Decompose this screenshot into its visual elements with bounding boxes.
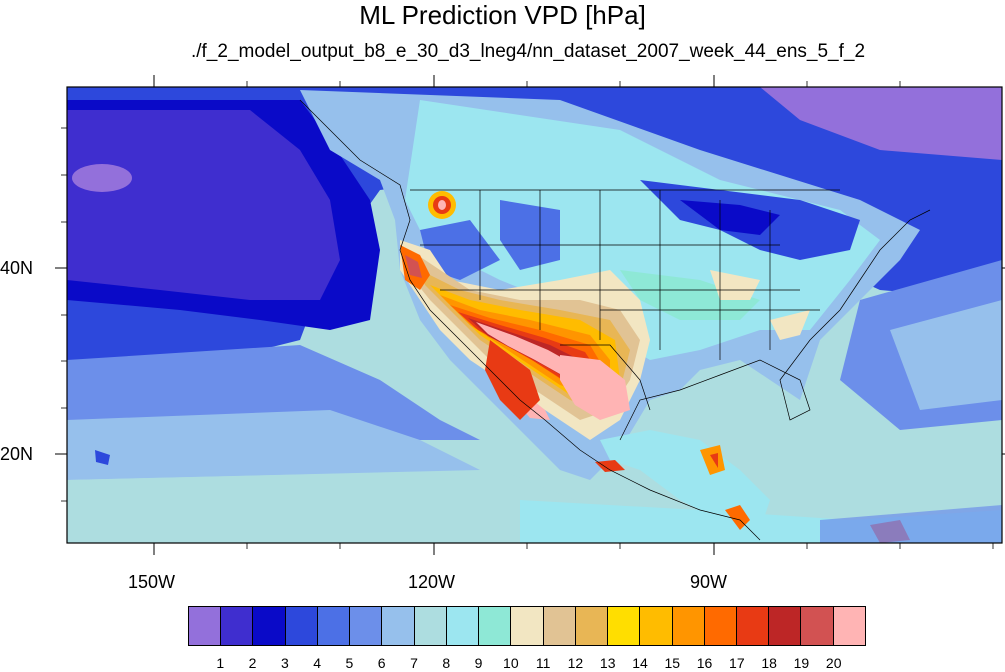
colorbar-swatch	[317, 607, 351, 645]
x-tick-90w: 90W	[690, 572, 728, 592]
colorbar-tick-label: 14	[632, 655, 648, 671]
colorbar-swatch	[382, 607, 415, 645]
colorbar-swatch	[543, 607, 576, 645]
colorbar-tick-label: 4	[313, 655, 322, 671]
colorbar-swatch	[672, 607, 705, 645]
colorbar-swatch	[769, 607, 802, 645]
colorbar-swatch	[189, 607, 222, 645]
colorbar-swatch	[350, 607, 383, 645]
colorbar-swatch	[253, 607, 286, 645]
colorbar-swatch	[575, 607, 609, 645]
colorbar-tick-label: 7	[410, 655, 418, 671]
map-subtitle: ./f_2_model_output_b8_e_30_d3_lneg4/nn_d…	[190, 41, 866, 62]
colorbar-tick-label: 11	[535, 655, 551, 671]
vpd-field	[67, 87, 1002, 543]
colorbar-tick-label: 20	[825, 655, 842, 671]
colorbar-swatch	[414, 607, 447, 645]
colorbar-tick-label: 17	[729, 655, 745, 671]
colorbar-tick-label: 13	[599, 655, 616, 671]
colorbar-swatch	[511, 607, 544, 645]
colorbar-swatch	[640, 607, 673, 645]
colorbar-swatch	[285, 607, 318, 645]
colorbar-tick-label: 18	[761, 655, 777, 671]
x-tick-150w: 150W	[128, 572, 176, 592]
colorbar-tick-label: 6	[377, 655, 386, 671]
map-title: ML Prediction VPD [hPa]	[359, 0, 646, 30]
colorbar-tick-label: 15	[664, 655, 681, 671]
colorbar-tick-label: 10	[503, 655, 519, 671]
colorbar-tick-label: 12	[567, 655, 584, 671]
colorbar-tick-label: 5	[345, 655, 354, 671]
colorbar-swatch	[446, 607, 480, 645]
colorbar-swatch	[801, 607, 834, 645]
colorbar-swatch	[479, 607, 512, 645]
colorbar-tick-label: 3	[280, 655, 289, 671]
colorbar-swatch	[608, 607, 641, 645]
colorbar-swatch	[833, 607, 865, 645]
y-tick-40n: 40N	[0, 258, 34, 278]
colorbar-tick-label: 16	[696, 655, 713, 671]
vpd-map	[55, 75, 1005, 555]
colorbar-swatch	[704, 607, 737, 645]
colorbar-tick-label: 2	[248, 655, 257, 671]
colorbar-tick-label: 8	[442, 655, 451, 671]
colorbar-swatch	[736, 607, 770, 645]
colorbar	[188, 606, 866, 646]
y-tick-20n: 20N	[0, 444, 34, 464]
colorbar-tick-label: 1	[216, 655, 225, 671]
colorbar-tick-label: 19	[793, 655, 810, 671]
colorbar-swatch	[221, 607, 254, 645]
colorbar-tick-label: 9	[474, 655, 483, 671]
x-tick-120w: 120W	[408, 572, 456, 592]
